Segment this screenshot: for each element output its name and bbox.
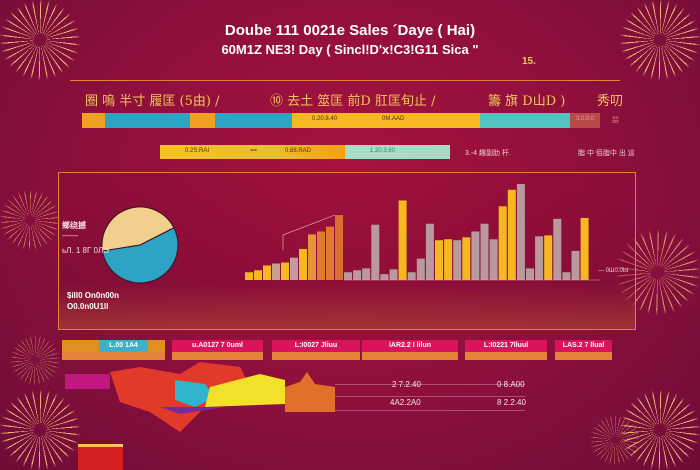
bar (571, 250, 580, 280)
firework-decoration (590, 415, 640, 465)
summary-box-label: LAS.2 7 llual (562, 342, 605, 349)
bar-label: == (250, 148, 258, 154)
top-bar-side-label: 㗊 (612, 117, 619, 124)
bar-label: 0.88.RAD (285, 148, 312, 154)
bar (471, 231, 480, 280)
summary-box-label: L:I0027 Jliuu (294, 342, 338, 349)
chart-footer: $ill0 On0n00n O0.0n0U1ll (67, 290, 119, 312)
bar (317, 231, 325, 280)
divider (335, 410, 525, 411)
summary-box-label: L.00 1A4 (99, 340, 148, 352)
bar (516, 183, 525, 280)
bar (263, 265, 271, 280)
summary-box[interactable]: L:I0221 7lluul (465, 340, 547, 360)
pie-legend-item: —— (62, 231, 78, 240)
page-subtitle: 60M1Z NE3! Day ( Sincl!D'x!C3!G11 Sica " (221, 42, 479, 57)
divider (70, 80, 620, 81)
bar-label: 0.2S.RAI (185, 148, 210, 154)
bottom-value: 4A2.2A0 (390, 398, 421, 407)
bar-label: 0M.AAD (382, 116, 405, 122)
pie-legend-item: ьЛ. 1 8Г 0ЛЭ (62, 246, 109, 255)
page-title: Doube 111 0021e Sales ´Daye ( Hai) (224, 22, 476, 39)
mountain-decoration (285, 372, 335, 412)
bar (535, 236, 544, 280)
summary-box-label: iAR2.2 I lilun (388, 342, 431, 349)
bar (498, 206, 507, 280)
firework-decoration (10, 335, 60, 385)
pie-legend-item: 鄉绕撼 (62, 221, 86, 230)
summary-box[interactable]: LAS.2 7 llual (555, 340, 612, 360)
bar (562, 272, 571, 280)
bar (553, 218, 562, 280)
second-bar-right-note: 脂 中 佰脂中 出 這 (578, 150, 635, 157)
summary-box[interactable]: u.A0127 7 0uml (172, 340, 263, 360)
firework-decoration (620, 0, 700, 80)
bar-label: 0.20.8.40 (312, 116, 338, 122)
bar (526, 268, 534, 280)
chart-footer-line: O0.0n0U1ll (67, 302, 109, 311)
bar (344, 272, 352, 280)
mountain-decoration (59, 284, 635, 329)
bar (272, 263, 280, 280)
firework-decoration (0, 390, 80, 470)
bar-label: 1.20.3.80 (370, 148, 396, 154)
bar-label: 3.0.0.0 (576, 116, 595, 122)
bar (362, 268, 371, 280)
bar (544, 235, 553, 280)
second-bar-note: 3.-4 趣副肋 杆. (465, 150, 511, 157)
summary-box[interactable]: L.00 1A4 (62, 340, 165, 360)
bar (425, 223, 434, 280)
bar (245, 272, 253, 280)
trend-line (282, 214, 336, 250)
icon-row-item: ⑩ 去土 筮匡 前D 肛匡旬止 / (270, 94, 436, 109)
bottom-value: 0 8.A00 (497, 380, 525, 389)
bar (453, 240, 462, 280)
bar (480, 223, 489, 280)
second-progress-bar: 0.2S.RAI == 0.88.RAD 1.20.3.80 (160, 145, 450, 159)
summary-box-label: L:I0221 7lluul (483, 342, 529, 349)
bar (308, 234, 316, 280)
pie-slice (101, 227, 179, 284)
bar (335, 215, 343, 280)
bar (416, 258, 425, 280)
summary-box[interactable]: L:I0027 Jliuu (272, 340, 360, 360)
chart-side-label: — 0Ш0.0Ы (598, 268, 629, 274)
chart-footer-line: $ill0 On0n00n (67, 291, 120, 300)
bar (507, 189, 516, 280)
bar (299, 248, 307, 280)
divider (335, 384, 525, 385)
bar (462, 237, 471, 280)
bar (407, 272, 416, 280)
bar (580, 217, 589, 280)
bottom-value: 8 2.2.40 (497, 398, 526, 407)
top-progress-bar: 0.20.8.40 0M.AAD 3.0.0.0 (82, 113, 600, 128)
bar (290, 257, 298, 280)
icon-row-item: 圈 嗚 半寸 履匡 (5由) / (85, 94, 220, 109)
summary-box-label: u.A0127 7 0uml (192, 342, 243, 349)
bar (353, 270, 362, 280)
map-illustration (65, 362, 285, 432)
lantern-icon (78, 444, 123, 470)
pie-legend: 鄉绕撼 —— ьЛ. 1 8Г 0ЛЭ (62, 220, 109, 255)
pie-slice (101, 206, 175, 252)
bar (435, 240, 443, 280)
bar (371, 224, 380, 280)
icon-row-item: 籌 旗 D山D ) (488, 94, 566, 109)
bar (489, 239, 498, 280)
bar (281, 262, 289, 280)
bar (326, 226, 334, 280)
bar (398, 200, 407, 280)
icon-row-item: 秀叨 (597, 94, 624, 109)
bar (254, 270, 262, 280)
bar (389, 269, 398, 280)
corner-label: 15. (522, 56, 536, 67)
firework-decoration (0, 190, 60, 250)
firework-decoration (0, 0, 80, 80)
summary-box[interactable]: iAR2.2 I lilun (362, 340, 458, 360)
bottom-value: 2 7.2.40 (392, 380, 421, 389)
divider (335, 396, 525, 397)
bar (380, 274, 389, 280)
bar (444, 239, 453, 280)
